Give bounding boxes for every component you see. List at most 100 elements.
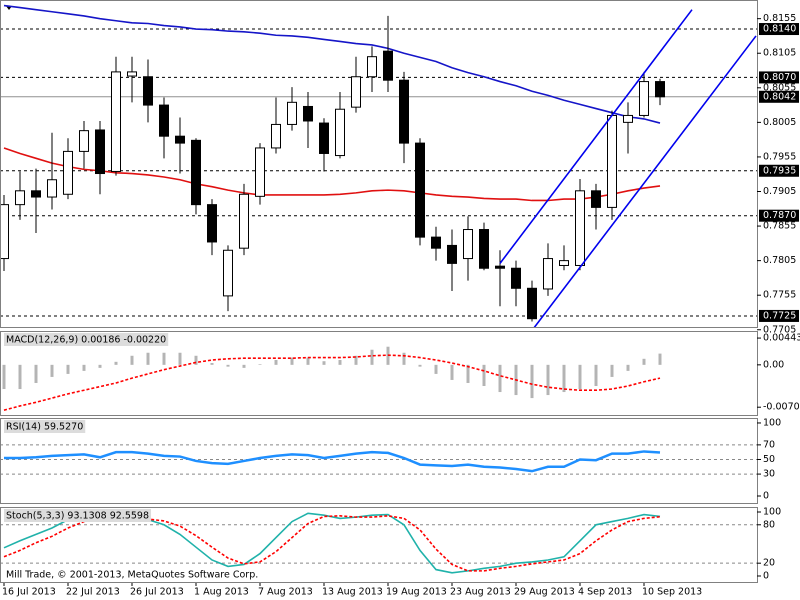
macd-bar — [210, 363, 214, 365]
macd-bar — [194, 355, 198, 365]
macd-bar — [290, 357, 294, 365]
y-tick-label: 0.7955 — [763, 151, 796, 162]
macd-bar — [450, 364, 454, 380]
x-tick-label: 13 Aug 2013 — [322, 587, 383, 598]
y-tick-label: 20 — [763, 558, 775, 569]
candle-body — [463, 229, 473, 260]
y-tick-label: 0.7755 — [763, 290, 796, 301]
y-tick-label: 0.7855 — [763, 221, 796, 232]
y-tick-label: 30 — [763, 469, 775, 480]
level-label: 0.7725 — [763, 310, 796, 321]
macd-bar — [658, 353, 662, 365]
y-tick-label: 0 — [763, 570, 769, 581]
level-label-bg — [759, 309, 799, 322]
candle-body — [351, 76, 361, 108]
macd-bar — [66, 364, 70, 374]
panel — [0, 444, 757, 475]
y-tick-label: 50 — [763, 454, 775, 465]
indicator-line — [3, 354, 661, 411]
y-tick-label: 0.8105 — [763, 48, 796, 59]
macd-bar — [146, 352, 150, 365]
y-tick-label: -0.00701 — [763, 402, 800, 413]
footer: Mill Trade, © 2001-2013, MetaQuotes Soft… — [6, 570, 258, 581]
macd-bar — [482, 364, 486, 386]
macd-bar — [498, 364, 502, 393]
macd-bar — [306, 357, 310, 365]
candle-body — [255, 147, 265, 197]
last-price-label: 0.8042 — [763, 91, 796, 102]
macd-bar — [2, 364, 6, 390]
candle-body — [511, 267, 521, 289]
macd-bar — [34, 364, 38, 383]
candle-body — [559, 260, 569, 266]
last-price-bg — [759, 90, 799, 103]
candle-body — [383, 50, 393, 81]
macd-bar — [338, 360, 342, 365]
macd-bar — [530, 364, 534, 399]
y-tick-label: 70 — [763, 439, 775, 450]
level-label-bg — [759, 23, 799, 36]
candle-body — [655, 81, 665, 98]
macd-bar — [466, 364, 470, 383]
candle-body — [143, 76, 153, 106]
macd-bar — [402, 352, 406, 365]
panel-frame — [0, 331, 758, 416]
macd-bar — [610, 364, 614, 377]
macd-bar — [98, 364, 102, 368]
panel — [0, 4, 757, 327]
candle-body — [207, 204, 217, 243]
macd-bar — [130, 355, 134, 365]
macd-bar — [226, 364, 230, 367]
candle-body — [479, 229, 489, 269]
indicator-title: MACD(12,26,9) 0.00186 -0.00220 — [6, 335, 166, 346]
candle-body — [31, 190, 41, 198]
y-tick-label: 0.7805 — [763, 255, 796, 266]
macd-bar — [642, 358, 646, 365]
macd-bar — [578, 364, 582, 390]
x-tick-label: 19 Aug 2013 — [386, 587, 447, 598]
level-label-bg — [759, 71, 799, 84]
level-label: 0.7870 — [763, 210, 796, 221]
panel-frame — [0, 507, 758, 583]
macd-bar — [82, 364, 86, 371]
indicator-line — [4, 450, 661, 473]
candle-body — [543, 258, 553, 290]
candle-body — [367, 56, 377, 78]
candle-body — [223, 249, 233, 297]
candle-body — [527, 287, 537, 320]
macd-bar — [562, 364, 566, 393]
x-tick-label: 4 Sep 2013 — [578, 587, 632, 598]
macd-bar — [274, 360, 278, 365]
y-tick-label: 0.00 — [763, 359, 784, 370]
candle-body — [15, 190, 25, 206]
y-tick-label: 0.7905 — [763, 186, 796, 197]
candle-body — [415, 142, 425, 238]
macd-bar — [626, 364, 630, 371]
x-tick-label: 23 Aug 2013 — [450, 587, 511, 598]
macd-bar — [258, 364, 262, 365]
candle-body — [495, 265, 505, 269]
level-label: 0.8140 — [763, 24, 796, 35]
y-tick-label: 100 — [763, 417, 781, 428]
trendline — [533, 35, 757, 327]
candle-body — [431, 236, 441, 249]
candle-body — [159, 104, 169, 137]
macd-bar — [370, 349, 374, 365]
candle-body — [79, 130, 89, 152]
level-label-bg — [759, 164, 799, 177]
x-tick-label: 29 Aug 2013 — [514, 587, 575, 598]
x-tick-label: 1 Aug 2013 — [194, 587, 249, 598]
macd-bar — [178, 352, 182, 365]
candle-body — [447, 244, 457, 264]
candle-body — [111, 71, 121, 172]
y-tick-label: 0.7705 — [763, 324, 796, 335]
candle-body — [0, 204, 9, 260]
panel-frame — [0, 418, 758, 504]
candle-body — [47, 179, 57, 198]
indicator-title-bg — [4, 509, 152, 522]
candle-body — [319, 122, 329, 154]
level-label: 0.8070 — [763, 72, 796, 83]
indicator-title-bg — [4, 420, 86, 433]
macd-bar — [242, 364, 246, 368]
